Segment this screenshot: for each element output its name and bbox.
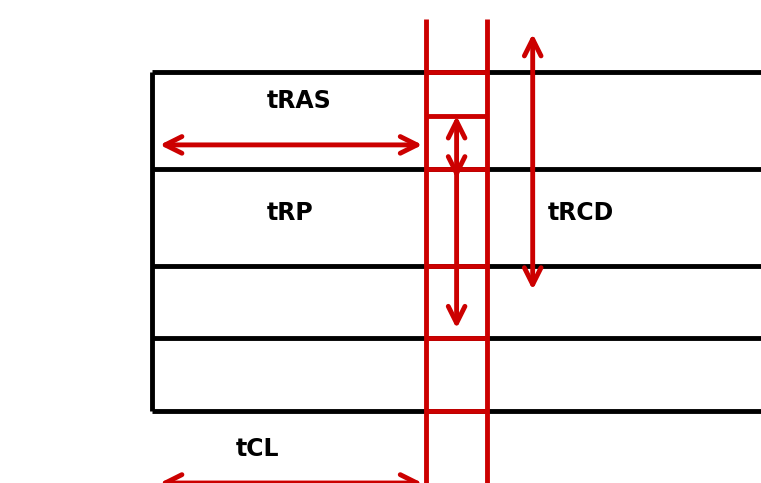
Text: tCL: tCL [236,437,279,461]
Text: tRCD: tRCD [548,200,614,225]
Text: tRP: tRP [266,200,313,225]
Text: tRAS: tRAS [266,89,331,114]
